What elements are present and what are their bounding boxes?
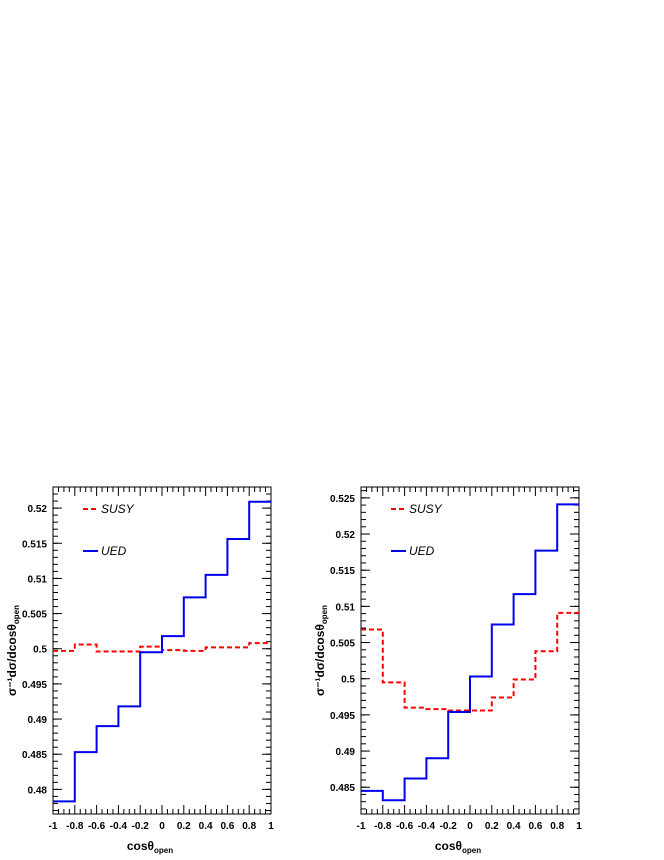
y-tick-label: 0.49 <box>336 747 356 758</box>
x-tick-label: -1 <box>357 821 366 832</box>
y-axis-title-main: σ⁻¹dσ/dcosθ <box>313 624 327 696</box>
x-tick-label: -0.2 <box>440 821 458 832</box>
y-tick-label: 0.51 <box>336 602 356 613</box>
legend-label-ued: UED <box>409 544 435 558</box>
x-tick-label: -0.8 <box>374 821 392 832</box>
y-tick-label: 0.48 <box>28 785 48 796</box>
y-tick-label: 0.505 <box>22 610 47 621</box>
x-axis-title: cosθopen <box>127 839 173 855</box>
x-tick-label: 1 <box>268 821 274 832</box>
y-tick-label: 0.515 <box>22 539 47 550</box>
x-tick-label: -1 <box>49 821 58 832</box>
y-tick-label: 0.51 <box>28 574 48 585</box>
series-line-ued <box>361 503 579 802</box>
y-tick-label: 0.485 <box>330 783 355 794</box>
y-axis-title-main: σ⁻¹dσ/dcosθ <box>5 624 19 696</box>
y-axis-title-sub: open <box>320 605 329 624</box>
right-panel: -1 -0.8 -0.6 -0.4 -0.2 0 0.2 0.4 0.6 0.8 1 0.485 0.4… <box>313 486 582 855</box>
x-tick-label: 0.2 <box>485 821 499 832</box>
series-line-susy <box>361 611 579 712</box>
x-tick-label: 0.4 <box>199 821 213 832</box>
x-tick-label: 0.6 <box>220 821 234 832</box>
x-tick-label: -0.4 <box>418 821 436 832</box>
x-tick-label: 0.4 <box>507 821 521 832</box>
y-tick-label: 0.515 <box>330 566 355 577</box>
x-tick-label: 0.8 <box>242 821 256 832</box>
y-tick-label: 0.505 <box>330 639 355 650</box>
y-tick-label: 0.49 <box>28 715 48 726</box>
x-tick-label: -0.6 <box>88 821 106 832</box>
legend-label-susy: SUSY <box>409 502 443 516</box>
x-axis-title-main: cosθ <box>127 839 154 853</box>
y-tick-label: 0.495 <box>330 711 355 722</box>
x-tick-label: 1 <box>576 821 582 832</box>
y-tick-label: 0.52 <box>336 530 356 541</box>
x-tick-label: -0.4 <box>110 821 128 832</box>
x-tick-label: -0.2 <box>132 821 150 832</box>
legend-label-susy: SUSY <box>101 502 135 516</box>
y-tick-label: 0.52 <box>28 504 48 515</box>
y-tick-label: 0.5 <box>33 645 47 656</box>
y-axis-title-sub: open <box>12 605 21 624</box>
y-tick-label: 0.5 <box>341 675 355 686</box>
x-axis-title-main: cosθ <box>435 839 462 853</box>
y-axis-title: σ⁻¹dσ/dcosθopen <box>5 605 21 696</box>
y-tick-label: 0.525 <box>330 494 355 505</box>
x-tick-label: 0 <box>467 821 473 832</box>
x-tick-label: -0.8 <box>66 821 84 832</box>
y-axis-title: σ⁻¹dσ/dcosθopen <box>313 605 329 696</box>
x-axis-title-sub: open <box>154 846 173 855</box>
x-tick-label: 0.2 <box>177 821 191 832</box>
x-tick-label: 0.8 <box>550 821 564 832</box>
y-tick-label: 0.495 <box>22 680 47 691</box>
y-tick-label: 0.485 <box>22 750 47 761</box>
x-axis-title-sub: open <box>462 846 481 855</box>
series-line-ued <box>53 500 271 803</box>
x-tick-label: 0.6 <box>528 821 542 832</box>
legend-label-ued: UED <box>101 544 127 558</box>
x-tick-label: -0.6 <box>396 821 414 832</box>
x-tick-label: 0 <box>159 821 165 832</box>
left-panel: -1 -0.8 -0.6 -0.4 -0.2 0 0.2 0.4 0.6 0.8 1 0.48 0.48… <box>5 486 274 855</box>
x-axis-title: cosθopen <box>435 839 481 855</box>
